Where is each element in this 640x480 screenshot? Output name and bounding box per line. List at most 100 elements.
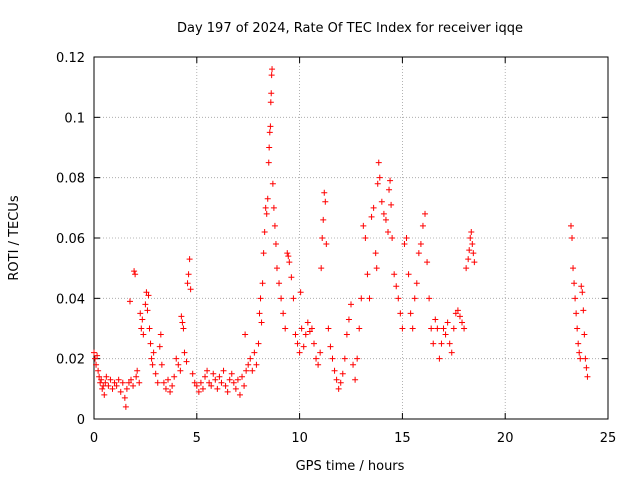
data-point — [208, 382, 215, 389]
data-point — [581, 331, 588, 338]
data-point — [214, 385, 221, 392]
data-point — [407, 310, 414, 317]
data-point — [149, 361, 156, 368]
y-tick-label: 0 — [77, 413, 85, 428]
data-point — [276, 280, 283, 287]
data-point — [138, 325, 145, 332]
data-point — [571, 280, 578, 287]
data-point — [95, 367, 102, 374]
data-point — [267, 99, 274, 106]
data-point — [582, 355, 589, 362]
y-tick-label: 0.06 — [56, 232, 85, 247]
data-point — [162, 385, 169, 392]
data-point — [286, 259, 293, 266]
data-point — [465, 256, 472, 263]
data-point — [356, 325, 363, 332]
data-point — [224, 388, 231, 395]
data-point — [461, 325, 468, 332]
data-point — [463, 265, 470, 272]
data-point — [103, 373, 110, 380]
data-point — [292, 331, 299, 338]
data-point — [99, 385, 106, 392]
data-point — [567, 222, 574, 229]
data-point — [160, 379, 167, 386]
data-point — [195, 388, 202, 395]
data-point — [264, 195, 271, 202]
data-point — [122, 403, 129, 410]
data-point — [368, 213, 375, 220]
data-point — [424, 259, 431, 266]
data-point — [145, 292, 152, 299]
data-point — [573, 310, 580, 317]
data-point — [569, 235, 576, 241]
data-point — [405, 271, 412, 278]
data-point — [576, 349, 583, 356]
data-point — [239, 373, 246, 380]
data-point — [304, 319, 311, 326]
data-point — [399, 325, 406, 332]
data-point — [273, 265, 280, 272]
data-point — [247, 355, 254, 362]
y-tick-label: 0.02 — [56, 353, 85, 368]
data-point — [341, 355, 348, 362]
data-point — [136, 379, 143, 386]
data-point — [373, 265, 380, 272]
data-point — [111, 379, 118, 386]
data-point — [323, 241, 330, 248]
data-point — [327, 343, 334, 350]
data-point — [428, 325, 435, 332]
data-point — [358, 295, 365, 302]
grid-lines — [94, 57, 608, 419]
data-point — [468, 228, 475, 235]
data-point — [469, 241, 476, 248]
data-point — [126, 298, 133, 305]
data-point — [228, 370, 235, 377]
data-point — [285, 253, 292, 260]
data-point — [178, 313, 185, 320]
data-point — [266, 129, 273, 136]
data-point — [446, 340, 453, 347]
data-point — [333, 376, 340, 383]
data-point — [364, 271, 371, 278]
data-point — [147, 340, 154, 347]
data-point — [259, 280, 266, 287]
data-point — [325, 325, 332, 332]
data-point — [320, 216, 327, 223]
data-point — [389, 235, 396, 241]
data-point — [173, 355, 180, 362]
data-point — [189, 370, 196, 377]
chart-title: Day 197 of 2024, Rate Of TEC Index for r… — [177, 21, 523, 36]
data-point — [271, 222, 278, 229]
x-tick-label: 15 — [394, 431, 411, 446]
data-point — [385, 228, 392, 235]
data-point — [175, 361, 182, 368]
data-point — [572, 295, 579, 302]
data-point — [186, 256, 193, 263]
data-point — [372, 250, 379, 257]
data-point — [432, 316, 439, 323]
data-point — [380, 210, 387, 217]
data-point — [583, 364, 590, 371]
data-point — [375, 159, 382, 166]
data-point — [101, 391, 108, 398]
data-point — [268, 90, 275, 97]
data-point — [452, 310, 459, 317]
data-point — [386, 186, 393, 193]
data-point — [92, 355, 99, 362]
data-point — [376, 174, 383, 181]
data-point — [117, 388, 124, 395]
data-point — [422, 210, 429, 217]
x-tick-label: 0 — [90, 431, 98, 446]
data-point — [150, 349, 157, 356]
data-point — [125, 379, 132, 386]
data-point — [401, 241, 408, 248]
data-point — [454, 307, 461, 314]
data-point — [255, 340, 262, 347]
data-point — [282, 325, 289, 332]
data-point — [216, 373, 223, 380]
data-point — [278, 295, 285, 302]
data-point — [456, 313, 463, 320]
data-point — [185, 271, 192, 278]
data-point — [577, 355, 584, 362]
